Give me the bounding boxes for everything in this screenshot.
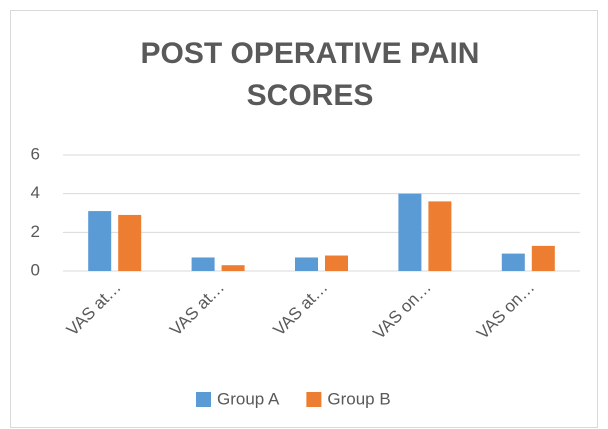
bar bbox=[88, 211, 112, 271]
y-tick-label: 0 bbox=[31, 260, 40, 279]
chart-title: POST OPERATIVE PAIN SCORES bbox=[140, 37, 480, 112]
bar bbox=[295, 257, 318, 271]
bar bbox=[398, 193, 422, 271]
bar bbox=[221, 265, 245, 271]
x-tick-label: VAS on… bbox=[370, 278, 435, 343]
bar bbox=[325, 255, 348, 271]
x-tick-label: VAS at… bbox=[63, 278, 125, 340]
x-tick-label: VAS at… bbox=[270, 278, 332, 340]
x-tick-label: VAS on… bbox=[473, 278, 538, 343]
bar bbox=[531, 245, 555, 271]
bar bbox=[428, 201, 452, 271]
legend-label: Group A bbox=[217, 389, 280, 408]
chart-border bbox=[10, 10, 598, 428]
x-tick-label: VAS at… bbox=[166, 278, 228, 340]
legend-label: Group B bbox=[327, 389, 390, 408]
y-tick-label: 6 bbox=[31, 144, 40, 163]
bar bbox=[501, 253, 525, 271]
bar bbox=[118, 214, 142, 271]
legend-swatch bbox=[306, 392, 322, 407]
y-tick-label: 4 bbox=[31, 183, 40, 202]
y-tick-label: 2 bbox=[31, 222, 40, 241]
bar bbox=[191, 257, 215, 271]
legend-swatch bbox=[196, 392, 211, 407]
